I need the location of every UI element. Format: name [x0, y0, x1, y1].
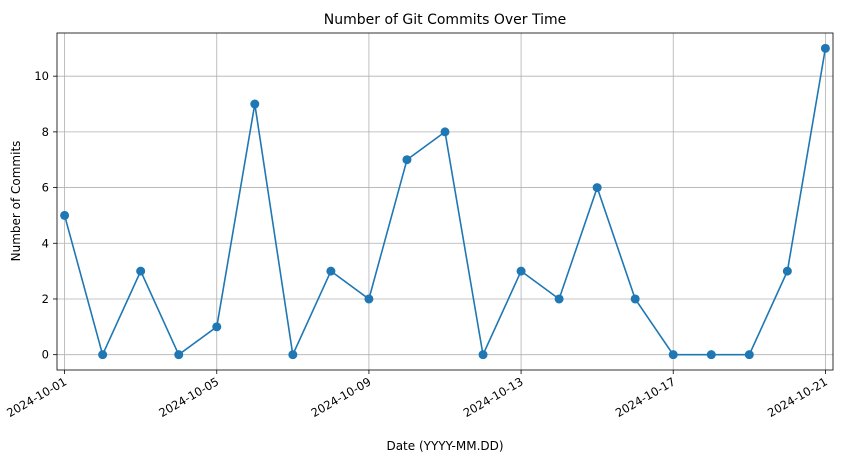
x-tick-label: 2024-10-13: [461, 374, 526, 420]
grid: [57, 33, 833, 370]
data-point: [212, 322, 222, 332]
x-tick-label: 2024-10-21: [765, 374, 830, 420]
data-point: [706, 350, 716, 360]
data-point: [250, 99, 260, 109]
data-point: [820, 43, 830, 53]
data-point: [478, 350, 488, 360]
y-tick-label: 4: [42, 236, 49, 250]
y-tick-label: 6: [42, 181, 49, 195]
y-tick-label: 10: [34, 69, 49, 83]
data-point: [402, 155, 412, 165]
y-tick-label: 8: [42, 125, 49, 139]
data-point: [98, 350, 108, 360]
data-point: [516, 266, 526, 276]
y-axis-label: Number of Commits: [9, 141, 23, 262]
data-point: [668, 350, 678, 360]
data-point: [630, 294, 640, 304]
x-axis-label: Date (YYYY-MM.DD): [386, 439, 503, 453]
data-point: [364, 294, 374, 304]
y-ticks: 0 2 4 6 8 10: [34, 69, 57, 362]
x-tick-label: 2024-10-09: [309, 374, 374, 420]
data-point: [744, 350, 754, 360]
data-point: [288, 350, 298, 360]
data-points: [60, 43, 830, 360]
y-tick-label: 0: [42, 348, 49, 362]
data-point: [174, 350, 184, 360]
series-line: [63, 48, 827, 358]
plot-frame: [56, 32, 834, 371]
data-point: [326, 266, 336, 276]
chart-title: Number of Git Commits Over Time: [324, 12, 566, 28]
data-point: [136, 266, 146, 276]
data-point: [592, 183, 602, 193]
data-point: [554, 294, 564, 304]
x-tick-label: 2024-10-01: [4, 374, 69, 420]
y-tick-label: 2: [42, 292, 49, 306]
x-ticks: 2024-10-01 2024-10-05 2024-10-09 2024-10-13…: [4, 370, 830, 420]
data-point: [440, 127, 450, 137]
x-tick-label: 2024-10-05: [156, 374, 221, 420]
x-tick-label: 2024-10-17: [613, 374, 678, 420]
data-point: [60, 210, 70, 220]
data-point: [782, 266, 792, 276]
